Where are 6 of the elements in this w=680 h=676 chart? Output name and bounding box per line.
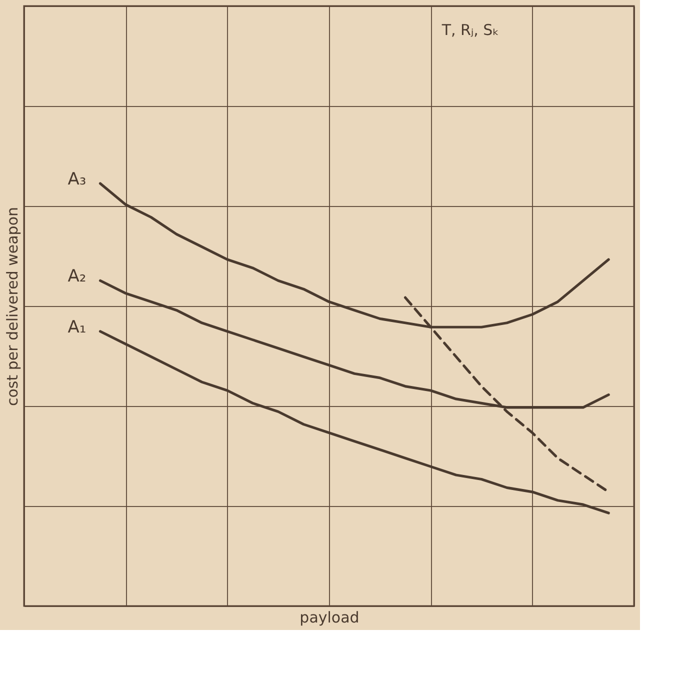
x-axis-title: payload	[300, 608, 360, 626]
text: T, Rⱼ, Sₖ	[440, 21, 500, 39]
series-label: A₃	[68, 169, 86, 190]
y-axis-title: cost per delivered weapon	[4, 206, 22, 406]
series-label: A₁	[68, 317, 86, 338]
series-label: A₂	[68, 266, 86, 287]
